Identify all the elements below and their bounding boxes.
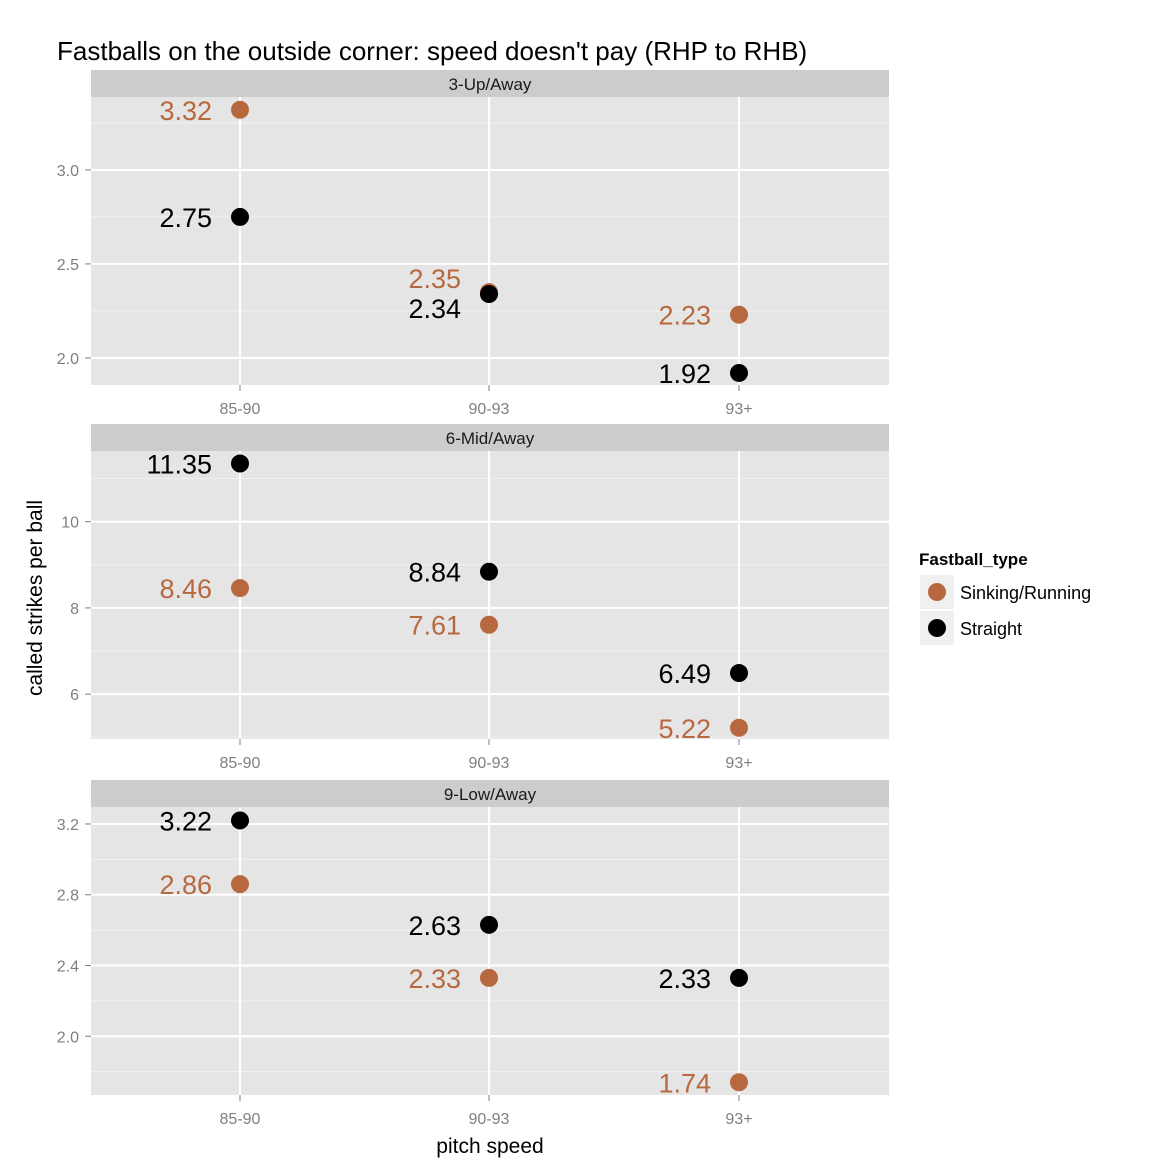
y-tick-label: 2.0	[57, 351, 79, 368]
data-label-straight: 1.92	[658, 359, 711, 389]
data-point-straight	[231, 454, 249, 473]
data-point-sinking	[480, 968, 498, 987]
data-label-sinking: 8.46	[159, 574, 212, 604]
data-label-sinking: 5.22	[658, 714, 711, 744]
legend-key-straight	[928, 619, 946, 637]
legend: Fastball_type Sinking/Running Straight	[919, 550, 1091, 645]
facet-label: 3-Up/Away	[449, 75, 532, 94]
data-label-straight: 2.34	[408, 294, 461, 324]
data-label-straight: 2.75	[159, 203, 212, 233]
data-point-straight	[730, 363, 748, 382]
data-label-sinking: 1.74	[658, 1068, 711, 1098]
x-axis-label: pitch speed	[436, 1135, 543, 1158]
data-point-sinking	[730, 305, 748, 324]
legend-title: Fastball_type	[919, 550, 1028, 569]
legend-key-sinking	[928, 583, 946, 601]
y-tick-label: 8	[70, 601, 79, 618]
x-tick-label: 85-90	[220, 1111, 261, 1128]
data-point-sinking	[730, 718, 748, 737]
facet-label: 6-Mid/Away	[446, 429, 535, 448]
facet-strip	[91, 70, 889, 97]
data-point-sinking	[730, 1073, 748, 1092]
facet-label: 9-Low/Away	[444, 785, 537, 804]
data-label-sinking: 2.35	[408, 264, 461, 294]
data-point-straight	[480, 562, 498, 581]
x-tick-label: 90-93	[469, 755, 510, 772]
chart-title: Fastballs on the outside corner: speed d…	[57, 36, 807, 66]
data-point-sinking	[231, 875, 249, 894]
data-point-straight	[480, 915, 498, 934]
data-point-sinking	[231, 579, 249, 598]
data-label-sinking: 2.33	[408, 964, 461, 994]
y-tick-label: 10	[61, 515, 79, 532]
data-point-straight	[231, 207, 249, 226]
y-tick-label: 3.0	[57, 163, 79, 180]
data-label-straight: 3.22	[159, 806, 212, 836]
data-point-straight	[231, 811, 249, 830]
data-label-straight: 6.49	[658, 659, 711, 689]
y-tick-label: 3.2	[57, 817, 79, 834]
x-tick-label: 90-93	[469, 401, 510, 418]
x-tick-label: 85-90	[220, 401, 261, 418]
data-point-straight	[730, 968, 748, 987]
x-tick-label: 93+	[725, 401, 752, 418]
data-label-sinking: 2.23	[658, 301, 711, 331]
legend-label-sinking: Sinking/Running	[960, 583, 1091, 603]
facet-strip	[91, 424, 889, 451]
y-tick-label: 6	[70, 687, 79, 704]
x-tick-label: 90-93	[469, 1111, 510, 1128]
y-tick-label: 2.8	[57, 888, 79, 905]
data-label-straight: 11.35	[146, 450, 212, 480]
legend-label-straight: Straight	[960, 619, 1022, 639]
y-tick-label: 2.4	[57, 959, 79, 976]
data-label-straight: 8.84	[408, 558, 461, 588]
x-tick-label: 93+	[725, 755, 752, 772]
data-point-straight	[480, 285, 498, 304]
x-tick-label: 93+	[725, 1111, 752, 1128]
facet-strip	[91, 780, 889, 807]
data-label-straight: 2.63	[408, 911, 461, 941]
y-tick-label: 2.0	[57, 1029, 79, 1046]
x-tick-label: 85-90	[220, 755, 261, 772]
data-point-sinking	[231, 100, 249, 119]
data-label-sinking: 3.32	[159, 96, 212, 126]
y-axis-label: called strikes per ball	[24, 500, 47, 696]
data-label-sinking: 2.86	[159, 870, 212, 900]
data-label-sinking: 7.61	[408, 611, 461, 641]
y-tick-label: 2.5	[57, 257, 79, 274]
data-point-sinking	[480, 615, 498, 634]
data-point-straight	[730, 664, 748, 683]
data-label-straight: 2.33	[658, 964, 711, 994]
